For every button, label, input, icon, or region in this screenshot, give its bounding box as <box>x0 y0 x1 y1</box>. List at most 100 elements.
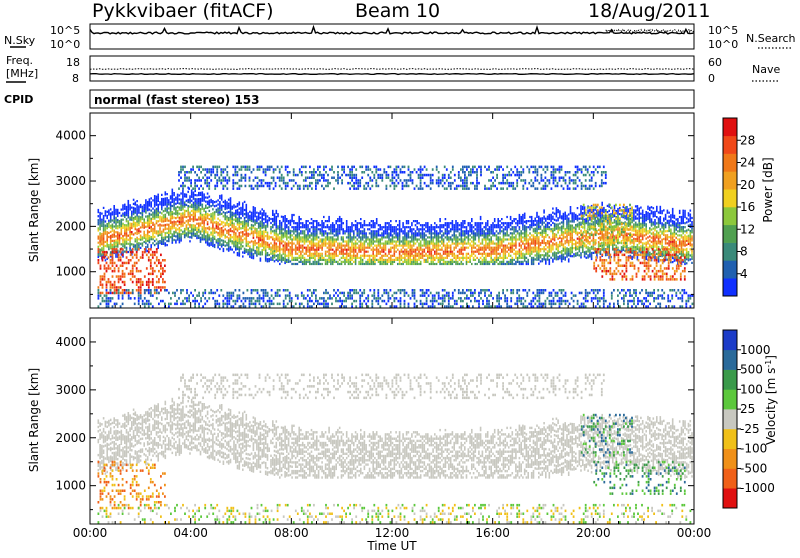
power-cell <box>128 204 130 206</box>
power-cell <box>550 230 552 232</box>
power-cell <box>304 243 306 245</box>
power-cell <box>140 206 142 208</box>
power-cell <box>156 232 158 234</box>
power-cell <box>556 246 558 248</box>
power-cell <box>554 239 556 241</box>
power-cell <box>397 234 399 236</box>
power-cell <box>270 218 272 220</box>
power-cell <box>304 238 306 240</box>
power-cell <box>276 218 278 220</box>
power-cell <box>416 220 418 222</box>
power-cell <box>128 222 130 224</box>
power-cell <box>103 227 105 229</box>
power-cell <box>274 260 276 262</box>
power-cell <box>387 240 389 242</box>
power-cell <box>515 253 517 255</box>
power-cell <box>563 256 565 258</box>
power-cell <box>508 238 510 240</box>
power-cell <box>170 206 172 208</box>
power-cell <box>540 260 542 262</box>
power-cell <box>445 247 447 249</box>
power-cell <box>318 253 320 255</box>
power-cell <box>224 216 226 218</box>
power-cell <box>503 263 505 265</box>
power-cell <box>586 251 588 253</box>
power-cell <box>402 257 404 259</box>
power-cell <box>98 246 100 248</box>
power-cell <box>490 259 492 261</box>
power-cell <box>223 242 225 244</box>
power-cell <box>101 223 103 225</box>
power-cell <box>254 215 256 217</box>
power-cell <box>291 255 293 257</box>
freq-tick-bottom: 8 <box>72 72 79 85</box>
power-cell <box>297 226 299 228</box>
power-cell <box>290 232 292 234</box>
power-cell <box>224 212 226 214</box>
power-cell <box>142 216 144 218</box>
power-cell <box>300 236 302 238</box>
power-cell <box>462 259 464 261</box>
power-cell <box>274 240 276 242</box>
power-cell <box>395 228 397 230</box>
power-cell <box>156 210 158 212</box>
power-cell <box>321 247 323 249</box>
power-cell <box>527 245 529 247</box>
power-cell <box>143 204 145 206</box>
power-cell <box>559 210 561 212</box>
power-cell <box>108 236 110 238</box>
power-cell <box>256 234 258 236</box>
power-cell <box>573 227 575 229</box>
power-cell <box>202 208 204 210</box>
power-cell <box>381 243 383 245</box>
power-cell <box>536 222 538 224</box>
power-cell <box>216 225 218 227</box>
power-cell <box>150 210 152 212</box>
power-cell <box>284 258 286 260</box>
power-cell <box>476 224 478 226</box>
power-cell <box>226 236 228 238</box>
power-cell <box>418 238 420 240</box>
power-cell <box>126 210 128 212</box>
power-cell <box>198 218 200 220</box>
power-cell <box>323 259 325 261</box>
power-cell <box>424 234 426 236</box>
power-cell <box>483 263 485 265</box>
power-cell <box>453 238 455 240</box>
power-cell <box>314 243 316 245</box>
power-cell <box>281 242 283 244</box>
power-cell <box>436 238 438 240</box>
power-cell <box>390 247 392 249</box>
power-cell <box>429 228 431 230</box>
power-cell <box>161 202 163 204</box>
power-cell <box>237 244 239 246</box>
beam-label: Beam 10 <box>355 0 440 22</box>
power-cell <box>529 226 531 228</box>
power-cell <box>566 247 568 249</box>
power-cell <box>383 263 385 265</box>
power-cell <box>291 218 293 220</box>
power-cell <box>561 244 563 246</box>
power-cell <box>196 227 198 229</box>
power-cell <box>545 228 547 230</box>
power-cell <box>157 198 159 200</box>
power-cell <box>281 256 283 258</box>
power-cell <box>399 257 401 259</box>
power-cell <box>554 213 556 215</box>
power-cell <box>547 224 549 226</box>
power-cell <box>258 241 260 243</box>
power-cell <box>561 232 563 234</box>
power-cell <box>490 238 492 240</box>
power-cell <box>443 251 445 253</box>
power-cell <box>438 238 440 240</box>
power-cell <box>304 236 306 238</box>
power-cell <box>434 232 436 234</box>
power-cell <box>276 236 278 238</box>
power-cell <box>570 229 572 231</box>
power-cell <box>253 245 255 247</box>
power-cell <box>489 253 491 255</box>
power-cell <box>131 219 133 221</box>
power-cell <box>253 210 255 212</box>
power-cell <box>145 205 147 207</box>
power-cell <box>473 226 475 228</box>
